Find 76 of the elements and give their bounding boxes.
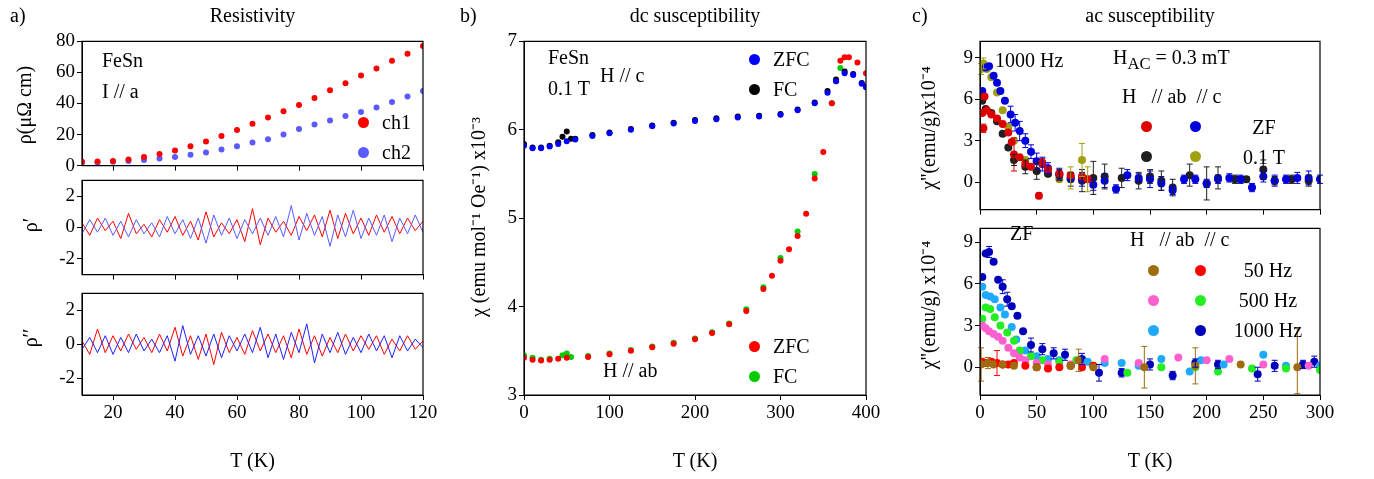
annotation: FeSn	[102, 49, 144, 71]
x-tick-label: 100	[346, 401, 376, 423]
legend-label: ZFC	[773, 48, 810, 70]
y-tick-label: 0	[65, 153, 75, 175]
y-tick-label: 0	[65, 215, 75, 237]
x-axis-title: T (K)	[672, 449, 718, 471]
annotation: H // c	[600, 64, 645, 86]
legend-label: 500 Hz	[1237, 289, 1299, 311]
y-tick-label: 2	[65, 298, 75, 320]
text: c)	[912, 4, 928, 26]
y-axis-title: χ (emu mol⁻¹ Oe⁻¹) x10⁻³	[467, 116, 489, 318]
y-tick-label: 0	[65, 332, 75, 354]
legend-title: H // ab // c	[1122, 84, 1223, 109]
x-tick-label: 300	[766, 401, 795, 423]
y-tick-label: 6	[963, 87, 973, 109]
x-tick-label: 200	[1192, 401, 1221, 423]
legend-label: FC	[773, 78, 798, 100]
annotation: FeSn	[548, 46, 590, 68]
legend-title: H // ab // c	[1130, 228, 1231, 252]
x-tick-label: 60	[227, 401, 247, 423]
y-tick-label: 40	[56, 91, 75, 113]
y-tick-label: 5	[507, 206, 517, 228]
annotation: 1000 Hz	[995, 49, 1064, 71]
annotation: H$_{AC}$ = 0.3 mT	[1113, 46, 1230, 74]
x-tick-label: 250	[1249, 401, 1278, 423]
y-tick-label: -2	[59, 366, 75, 388]
y-axis-title: χ''(emu/g)x10⁻⁴	[917, 66, 939, 190]
text: a)	[10, 4, 26, 26]
x-axis-title: T (K)	[230, 449, 275, 471]
x-tick-label: 120	[408, 401, 438, 423]
legend-label: ch1	[382, 111, 411, 133]
y-axis-title: ρ(μΩ cm)	[13, 65, 35, 145]
y-tick-label: 2	[65, 184, 75, 206]
legend-label: FC	[773, 365, 798, 387]
legend-label: ZFC	[773, 335, 810, 357]
chart-title: Resistivity	[209, 4, 296, 26]
y-tick-label: 3	[963, 313, 973, 335]
legend-label: 50 Hz	[1242, 259, 1294, 281]
x-tick-label: 20	[103, 401, 123, 423]
y-tick-label: 3	[507, 382, 517, 404]
y-tick-label: 9	[963, 230, 973, 252]
chart-title: dc susceptibility	[629, 4, 761, 26]
y-tick-label: -2	[59, 246, 75, 268]
y-tick-label: 7	[507, 29, 517, 51]
y-axis-title: ρ′′	[19, 328, 41, 348]
x-tick-label: 50	[1027, 401, 1047, 423]
chart-title: ac susceptibility	[1085, 4, 1215, 26]
text: b)	[460, 4, 477, 26]
y-tick-label: 6	[963, 271, 973, 293]
y-axis-title: χ''(emu/g) x10⁻⁴	[917, 240, 939, 370]
annotation: H // ab	[603, 359, 658, 381]
x-tick-label: 400	[851, 401, 881, 423]
y-tick-label: 0	[963, 355, 973, 377]
x-tick-label: 300	[1305, 401, 1335, 423]
x-tick-label: 100	[1079, 401, 1108, 423]
legend-label: ch2	[382, 141, 411, 163]
x-tick-label: 100	[595, 401, 624, 423]
legend-label: 1000 Hz	[1232, 319, 1304, 341]
y-tick-label: 80	[56, 29, 75, 51]
series-label: ZF	[1251, 115, 1277, 138]
y-tick-label: 60	[56, 60, 75, 82]
legend-label: 0.1 T	[1242, 145, 1286, 168]
annotation: 0.1 T	[548, 77, 590, 99]
y-tick-label: 20	[56, 122, 75, 144]
x-tick-label: 150	[1135, 401, 1165, 423]
y-tick-label: 0	[963, 170, 973, 192]
x-tick-label: 40	[165, 401, 185, 423]
x-axis-title: T (K)	[1127, 449, 1173, 471]
x-tick-label: 200	[680, 401, 710, 423]
y-tick-label: 6	[507, 117, 517, 139]
y-tick-label: 4	[507, 294, 518, 316]
annotation: I // a	[102, 80, 139, 102]
y-axis-title: ρ′	[19, 217, 41, 233]
x-tick-label: 80	[289, 401, 309, 423]
y-tick-label: 3	[963, 128, 973, 150]
y-tick-label: 9	[963, 45, 973, 67]
